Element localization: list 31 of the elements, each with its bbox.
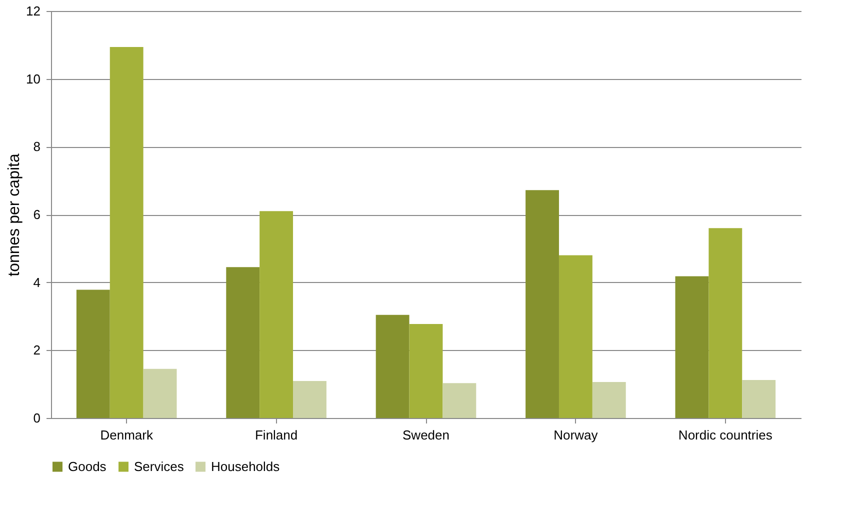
x-tick-label: Finland xyxy=(254,428,298,442)
bar xyxy=(592,382,626,418)
bar xyxy=(442,383,476,418)
bar xyxy=(558,255,592,418)
y-tick-label: 0 xyxy=(33,410,40,426)
legend-label: Goods xyxy=(68,458,107,474)
bar xyxy=(143,368,177,418)
bar xyxy=(742,380,776,418)
legend-label: Services xyxy=(134,458,184,474)
y-tick-label: 6 xyxy=(33,207,40,222)
y-tick-label: 10 xyxy=(26,71,40,86)
x-tick-label: Nordic countries xyxy=(678,428,773,442)
y-tick-label: 4 xyxy=(33,274,40,290)
bar xyxy=(376,314,410,418)
y-tick-label: 8 xyxy=(33,139,40,154)
bar xyxy=(226,267,260,418)
bar xyxy=(76,290,110,418)
x-tick-label: Norway xyxy=(554,428,598,442)
x-tick-label: Denmark xyxy=(100,428,154,442)
bar xyxy=(293,381,326,418)
y-axis-title: tonnes per capita xyxy=(6,154,24,276)
bar xyxy=(409,324,443,418)
bar xyxy=(526,190,559,418)
bar xyxy=(708,228,742,418)
legend-label: Households xyxy=(211,458,280,474)
bar xyxy=(675,276,709,418)
bar xyxy=(260,211,294,418)
y-tick-label: 12 xyxy=(26,4,40,18)
x-tick-label: Sweden xyxy=(402,428,450,442)
y-tick-label: 2 xyxy=(33,342,40,358)
bar xyxy=(110,46,144,418)
